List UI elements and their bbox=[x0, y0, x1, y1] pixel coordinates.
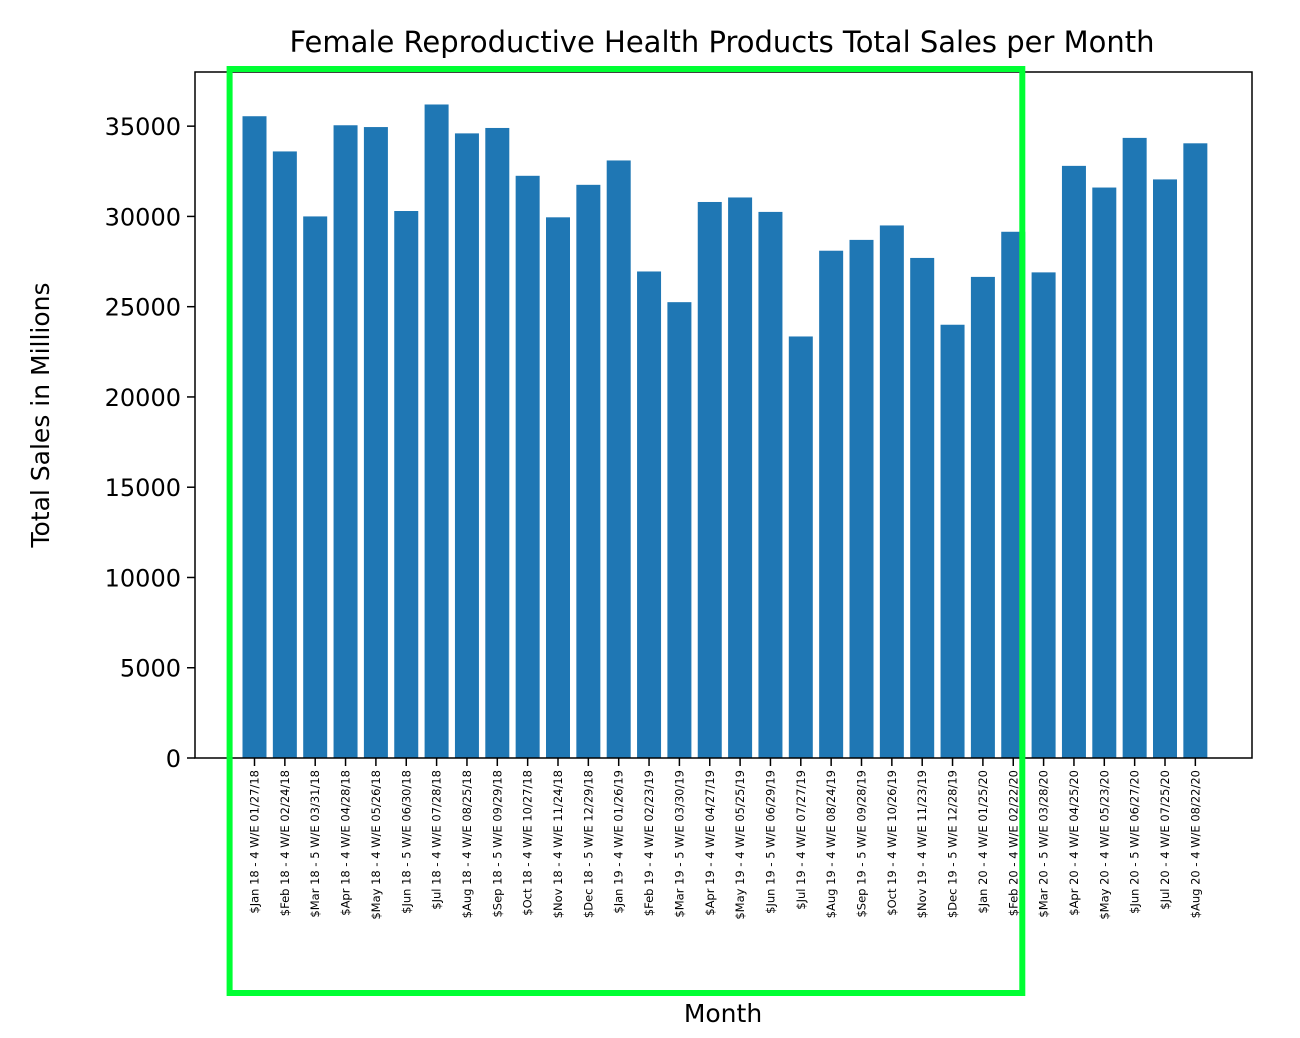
bar bbox=[454, 133, 479, 758]
y-tick-label: 35000 bbox=[105, 113, 181, 141]
bar bbox=[819, 250, 844, 758]
x-tick-label: $Apr 19 - 4 W/E 04/27/19 bbox=[703, 770, 717, 916]
bar bbox=[272, 151, 297, 758]
bar bbox=[303, 216, 328, 759]
bar bbox=[849, 239, 874, 758]
x-tick-label: $Jun 20 - 5 W/E 06/27/20 bbox=[1128, 770, 1142, 914]
bar bbox=[485, 127, 510, 758]
y-tick-label: 30000 bbox=[105, 203, 181, 231]
x-tick-label: $Aug 18 - 4 W/E 08/25/18 bbox=[460, 770, 474, 918]
x-tick-label: $May 20 - 4 W/E 05/23/20 bbox=[1097, 770, 1111, 920]
x-tick-label: $Apr 18 - 4 W/E 04/28/18 bbox=[339, 770, 353, 916]
x-tick-label: $Feb 18 - 4 W/E 02/24/18 bbox=[278, 770, 292, 916]
y-axis-ticks: 0 5000 10000 15000 20000 25000 30000 35000 bbox=[105, 113, 195, 773]
bar bbox=[363, 127, 388, 758]
x-tick-label: $Aug 19 - 4 W/E 08/24/19 bbox=[824, 770, 838, 918]
x-tick-label: $Apr 20 - 4 W/E 04/25/20 bbox=[1067, 770, 1081, 916]
x-tick-label: $Jun 19 - 5 W/E 06/29/19 bbox=[763, 770, 777, 914]
bar bbox=[1183, 143, 1208, 758]
bar bbox=[606, 160, 631, 758]
y-axis-label: Total Sales in Millions bbox=[26, 282, 55, 548]
bar bbox=[576, 184, 601, 758]
x-tick-label: $Aug 20 - 4 W/E 08/22/20 bbox=[1188, 770, 1202, 918]
bar bbox=[637, 271, 662, 758]
y-tick-label: 10000 bbox=[105, 564, 181, 592]
x-tick-label: $Sep 19 - 5 W/E 09/28/19 bbox=[855, 770, 869, 918]
x-tick-label: $Feb 20 - 4 W/E 02/22/20 bbox=[1006, 770, 1020, 916]
bar bbox=[515, 175, 540, 759]
chart-title: Female Reproductive Health Products Tota… bbox=[289, 25, 1154, 59]
y-tick-label: 0 bbox=[166, 745, 181, 773]
bar bbox=[333, 125, 358, 758]
bar bbox=[1061, 165, 1086, 758]
bar bbox=[546, 217, 570, 758]
bar bbox=[970, 276, 995, 758]
x-tick-label: $Jul 19 - 4 W/E 07/27/19 bbox=[794, 770, 808, 910]
bar bbox=[1031, 272, 1056, 758]
x-tick-label: $Dec 18 - 5 W/E 12/29/18 bbox=[581, 770, 595, 918]
x-axis-label: Month bbox=[684, 999, 762, 1028]
x-tick-label: $Mar 19 - 5 W/E 03/30/19 bbox=[672, 770, 686, 918]
x-axis-ticks: $Jan 18 - 4 W/E 01/27/18 $Feb 18 - 4 W/E … bbox=[248, 758, 1202, 920]
x-tick-label: $Nov 19 - 4 W/E 11/23/19 bbox=[915, 770, 929, 918]
bar bbox=[242, 116, 267, 759]
x-tick-label: $Oct 19 - 4 W/E 10/26/19 bbox=[885, 770, 899, 916]
x-tick-label: $Dec 19 - 5 W/E 12/28/19 bbox=[946, 770, 960, 918]
bar bbox=[788, 336, 813, 758]
x-tick-label: $Mar 18 - 5 W/E 03/31/18 bbox=[308, 770, 322, 918]
x-tick-label: $Jan 19 - 4 W/E 01/26/19 bbox=[612, 770, 626, 914]
x-tick-label: $May 19 - 4 W/E 05/25/19 bbox=[733, 770, 747, 920]
highlight-box bbox=[226, 66, 1026, 996]
y-tick-label: 15000 bbox=[105, 474, 181, 502]
x-tick-label: $Jul 20 - 4 W/E 07/25/20 bbox=[1158, 770, 1172, 910]
bar bbox=[728, 197, 753, 759]
bar bbox=[940, 324, 965, 758]
bar bbox=[424, 104, 449, 759]
x-tick-label: $May 18 - 4 W/E 05/26/18 bbox=[369, 770, 383, 920]
bar bbox=[1092, 187, 1117, 759]
y-tick-label: 25000 bbox=[105, 294, 181, 322]
x-tick-label: $Nov 18 - 4 W/E 11/24/18 bbox=[551, 770, 565, 918]
bar bbox=[879, 225, 904, 758]
bar bbox=[667, 302, 692, 758]
x-tick-label: $Jun 18 - 5 W/E 06/30/18 bbox=[399, 770, 413, 914]
bar bbox=[394, 211, 419, 758]
bar bbox=[1122, 137, 1147, 758]
y-tick-label: 20000 bbox=[105, 384, 181, 412]
x-tick-label: $Jan 18 - 4 W/E 01/27/18 bbox=[248, 770, 262, 914]
x-tick-label: $Feb 19 - 4 W/E 02/23/19 bbox=[642, 770, 656, 916]
bar bbox=[1153, 179, 1177, 758]
bar bbox=[758, 211, 783, 758]
x-tick-label: $Oct 18 - 4 W/E 10/27/18 bbox=[521, 770, 535, 916]
x-tick-label: $Jan 20 - 4 W/E 01/25/20 bbox=[976, 770, 990, 914]
bar bbox=[697, 201, 722, 759]
x-tick-label: $Jul 18 - 4 W/E 07/28/18 bbox=[430, 770, 444, 910]
x-tick-label: $Sep 18 - 5 W/E 09/29/18 bbox=[490, 770, 504, 918]
y-tick-label: 5000 bbox=[120, 655, 181, 683]
x-tick-label: $Mar 20 - 5 W/E 03/28/20 bbox=[1037, 770, 1051, 918]
bar bbox=[910, 257, 935, 758]
bars-group bbox=[242, 104, 1208, 759]
